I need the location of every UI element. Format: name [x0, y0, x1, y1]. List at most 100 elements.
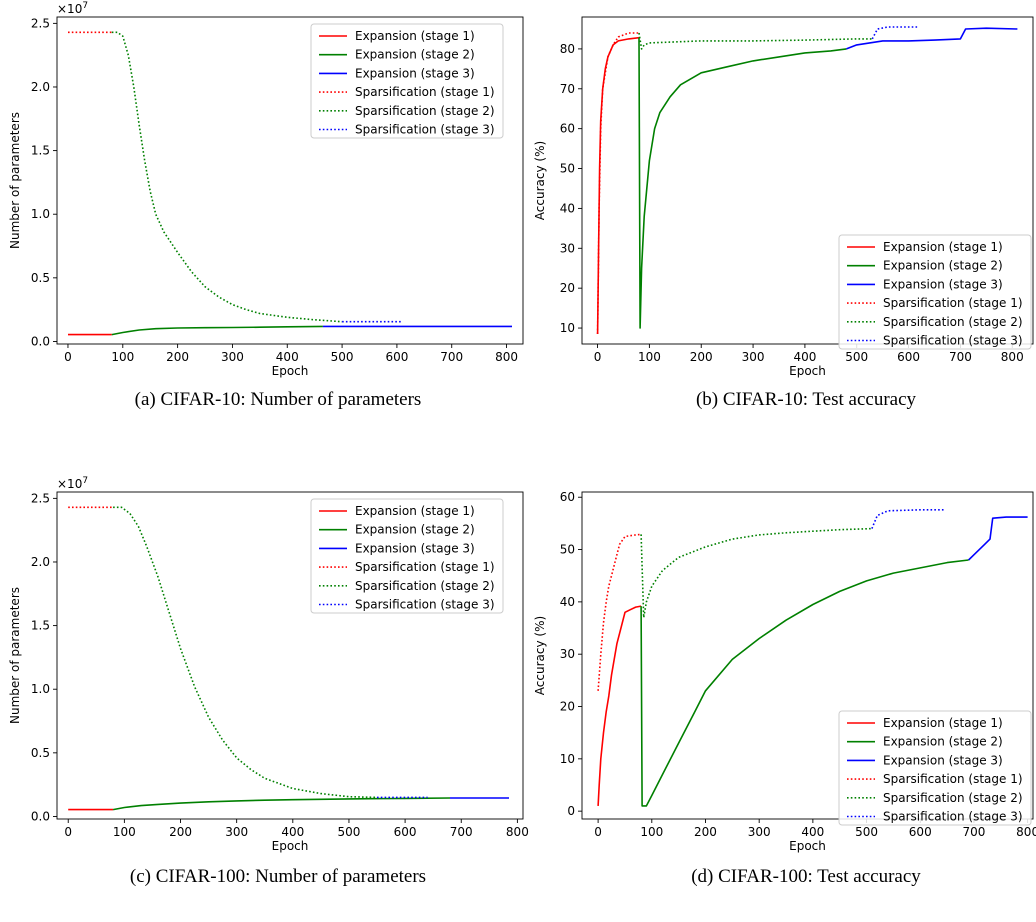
x-tick-label: 800 — [1016, 825, 1036, 839]
y-tick-label: 30 — [560, 241, 575, 255]
series-expansion-stage-2 — [638, 37, 847, 329]
legend-label: Sparsification (stage 2) — [883, 791, 1023, 805]
legend-label: Sparsification (stage 1) — [883, 772, 1023, 786]
legend-label: Sparsification (stage 2) — [355, 579, 495, 593]
y-tick-label: 70 — [560, 82, 575, 96]
y-tick-label: 40 — [560, 595, 575, 609]
series-sparsification-stage-2 — [113, 506, 378, 799]
x-tick-label: 0 — [64, 825, 72, 839]
axes-frame — [56, 491, 524, 820]
x-tick-label: 200 — [694, 825, 717, 839]
legend-label: Expansion (stage 2) — [355, 48, 475, 62]
y-tick-label: 80 — [560, 42, 575, 56]
series-lines — [597, 509, 1028, 807]
series-expansion-stage-1 — [596, 36, 640, 335]
panel-cifar100-params: 0 100 200 300 400 500 600 700 800 0.0 0.5 1.0 1.5 2.0… — [8, 476, 529, 887]
x-tick-label: 500 — [855, 825, 878, 839]
series-expansion-stage-3 — [968, 516, 1028, 561]
x-tick-label: 700 — [450, 825, 473, 839]
x-tick-label: 700 — [949, 350, 972, 364]
legend-label: Expansion (stage 1) — [883, 240, 1003, 254]
x-tick-label: 400 — [793, 350, 816, 364]
axes-frame — [56, 16, 524, 345]
y-tick-label: 2.5 — [31, 16, 50, 30]
x-tick-label: 300 — [225, 825, 248, 839]
legend-box — [838, 234, 1032, 350]
legend: Expansion (stage 1) Expansion (stage 2) Ex… — [838, 234, 1032, 350]
axes-frame — [581, 491, 1034, 820]
panel-caption: (a) CIFAR-10: Number of parameters — [135, 389, 422, 410]
y-tick-label: 1.0 — [31, 207, 50, 221]
legend-label: Sparsification (stage 3) — [355, 598, 495, 612]
x-tick-label: 500 — [331, 350, 354, 364]
y-tick-label: 0.0 — [31, 809, 50, 823]
y-offset-label: ×107 — [57, 476, 88, 491]
series-expansion-stage-1 — [597, 605, 642, 806]
y-tick-label: 10 — [560, 752, 575, 766]
series-lines — [596, 26, 1018, 335]
series-sparsification-stage-3 — [871, 26, 919, 40]
y-tick-label: 1.5 — [31, 619, 50, 633]
x-tick-label: 100 — [113, 825, 136, 839]
x-tick-label: 700 — [962, 825, 985, 839]
y-tick-label: 2.0 — [31, 555, 50, 569]
x-tick-label: 300 — [221, 350, 244, 364]
panel-cifar10-params: 0 100 200 300 400 500 600 700 800 0.0 0.5 1.0 1.5 2.0… — [8, 1, 524, 410]
series-expansion-stage-3 — [846, 27, 1018, 50]
x-tick-label: 100 — [111, 350, 134, 364]
x-tick-label: 100 — [640, 825, 663, 839]
y-offset-label: ×107 — [57, 1, 88, 16]
x-axis-label: Epoch — [272, 364, 309, 378]
y-tick-label: 2.5 — [31, 491, 50, 505]
x-tick-label: 800 — [506, 825, 529, 839]
legend-label: Sparsification (stage 3) — [883, 810, 1023, 824]
panel-caption: (b) CIFAR-10: Test accuracy — [696, 389, 917, 410]
series-sparsification-stage-2 — [640, 527, 872, 619]
y-tick-label: 0.5 — [31, 746, 50, 760]
x-tick-label: 800 — [1001, 350, 1024, 364]
x-tick-label: 0 — [64, 350, 72, 364]
series-expansion-stage-2 — [112, 797, 451, 811]
x-tick-label: 600 — [385, 350, 408, 364]
series-lines — [68, 506, 509, 811]
y-tick-label: 20 — [560, 700, 575, 714]
x-axis-label: Epoch — [789, 839, 826, 853]
y-tick-label: 0.5 — [31, 271, 50, 285]
legend-label: Expansion (stage 1) — [355, 29, 475, 43]
x-axis-label: Epoch — [789, 364, 826, 378]
legend-label: Sparsification (stage 1) — [883, 296, 1023, 310]
legend-box — [310, 498, 504, 614]
legend-label: Expansion (stage 2) — [883, 735, 1003, 749]
x-tick-label: 400 — [276, 350, 299, 364]
y-tick-label: 30 — [560, 647, 575, 661]
legend-label: Expansion (stage 3) — [883, 277, 1003, 291]
series-sparsification-stage-1 — [596, 32, 639, 335]
x-tick-label: 600 — [909, 825, 932, 839]
x-tick-label: 400 — [801, 825, 824, 839]
y-tick-label: 60 — [560, 122, 575, 136]
x-tick-label: 200 — [690, 350, 713, 364]
legend-label: Expansion (stage 3) — [355, 66, 475, 80]
y-tick-label: 2.0 — [31, 80, 50, 94]
x-tick-label: 200 — [169, 825, 192, 839]
y-tick-label: 0.0 — [31, 334, 50, 348]
series-sparsification-stage-2 — [111, 31, 343, 323]
legend-box — [838, 710, 1032, 826]
x-tick-label: 300 — [748, 825, 771, 839]
legend-label: Expansion (stage 3) — [883, 753, 1003, 767]
panel-caption: (d) CIFAR-100: Test accuracy — [691, 866, 921, 887]
legend-label: Expansion (stage 1) — [883, 716, 1003, 730]
panel-cifar100-accuracy: 0 100 200 300 400 500 600 700 800 0 10 20 30 40 50 60 Ep… — [533, 490, 1036, 887]
legend-label: Expansion (stage 2) — [883, 259, 1003, 273]
x-tick-label: 600 — [897, 350, 920, 364]
legend: Expansion (stage 1) Expansion (stage 2) Ex… — [310, 23, 504, 139]
series-expansion-stage-2 — [640, 559, 969, 807]
series-sparsification-stage-2 — [638, 32, 873, 50]
x-tick-label: 0 — [594, 350, 602, 364]
legend: Expansion (stage 1) Expansion (stage 2) Ex… — [310, 498, 504, 614]
legend-label: Sparsification (stage 3) — [355, 123, 495, 137]
legend: Expansion (stage 1) Expansion (stage 2) Ex… — [838, 710, 1032, 826]
x-tick-label: 200 — [166, 350, 189, 364]
x-tick-label: 500 — [337, 825, 360, 839]
